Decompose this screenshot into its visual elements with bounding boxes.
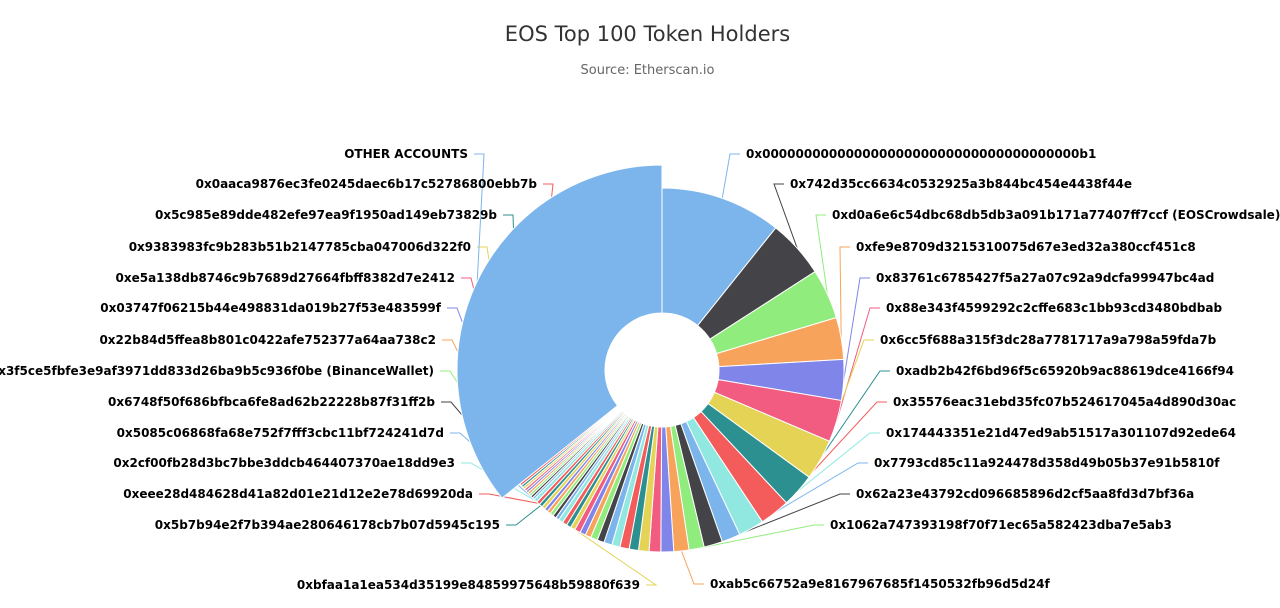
slice-label: 0xab5c66752a9e8167967685f1450532fb96d5d2…: [710, 577, 1050, 591]
connector-line: [506, 505, 541, 526]
slice-label: 0x6cc5f688a315f3dc28a7781717a9a798a59fda…: [880, 333, 1217, 347]
slice-label: 0x03747f06215b44e498831da019b27f53e48359…: [100, 301, 442, 315]
connector-line: [773, 183, 798, 249]
connector-line: [680, 550, 704, 585]
connector-line: [474, 153, 485, 282]
chart-subtitle: Source: Etherscan.io: [580, 63, 715, 78]
connector-line: [843, 277, 870, 381]
slice-label: 0x5085c06868fa68e752f7fff3cbc11bf724241d…: [117, 426, 444, 440]
slice-label: 0x5c985e89dde482efe97ea9f1950ad149eb7382…: [155, 208, 497, 222]
slice-label: 0x174443351e21d47ed9ab51517a301107d92ede…: [886, 426, 1236, 440]
slice-label: 0x35576eac31ebd35fc07b524617045a4d890d30…: [893, 395, 1236, 409]
slice-label: OTHER ACCOUNTS: [344, 147, 468, 161]
connector-line: [721, 153, 740, 199]
slice-label: 0x83761c6785427f5a27a07c92a9dcfa99947bc4…: [876, 271, 1214, 285]
slice-label: 0xeee28d484628d41a82d01e21d12e2e78d69920…: [123, 487, 473, 501]
slice-label: 0x6748f50f686bfbca6fe8ad62b22228b87f31ff…: [108, 395, 435, 409]
connector-line: [713, 493, 850, 546]
chart-title: EOS Top 100 Token Holders: [504, 22, 791, 46]
slice-label: 0x2cf00fb28d3bc7bbe3ddcb464407370ae18dd9…: [113, 456, 455, 470]
slice-label: 0x742d35cc6634c0532925a3b844bc454e4438f4…: [790, 177, 1132, 191]
slice-label: 0x0aaca9876ec3fe0245daec6b17c52786800ebb…: [196, 177, 538, 191]
slice-label: 0xadb2b42f6bd96f5c65920b9ac88619dce4166f…: [896, 364, 1234, 378]
connector-line: [839, 246, 850, 339]
slice-label: 0x00000000000000000000000000000000000000…: [746, 147, 1096, 161]
slice-label: 0x62a23e43792cd096685896d2cf5aa8fd3d7bf3…: [856, 487, 1194, 501]
connector-line: [542, 507, 658, 586]
slice-label: 0x88e343f4599292c2cffe683c1bb93cd3480bdb…: [886, 301, 1222, 315]
slice-label: 0x7793cd85c11a924478d358d49b05b37e91b581…: [874, 456, 1220, 470]
slice-labels: 0x00000000000000000000000000000000000000…: [0, 147, 1280, 592]
slice-label: 0xd0a6e6c54dbc68db5db3a091b171a77407ff7c…: [832, 208, 1280, 222]
slice-label: 0x5b7b94e2f7b394ae280646178cb7b07d5945c1…: [155, 518, 500, 532]
connector-line: [479, 493, 539, 504]
slice-label: 0xfe9e8709d3215310075d67e3ed32a380ccf451…: [856, 240, 1196, 254]
pie-slices: [456, 164, 845, 553]
connector-line: [815, 214, 828, 294]
pie-slice[interactable]: [456, 164, 663, 499]
slice-label: 0xe5a138db8746c9b7689d27664fbff8382d7e24…: [116, 271, 456, 285]
slice-label: 0x1062a747393198f70f71ec65a582423dba7e5a…: [830, 518, 1172, 532]
slice-label: 0x3f5ce5fbfe3e9af3971dd833d26ba9b5c936f0…: [0, 364, 434, 378]
slice-label: 0x9383983fc9b283b51b2147785cba047006d322…: [129, 240, 471, 254]
slice-label: 0x22b84d5ffea8b801c0422afe752377a64aa738…: [99, 333, 436, 347]
slice-label: 0xbfaa1a1ea534d35199e84859975648b59880f6…: [297, 578, 640, 592]
connector-line: [696, 524, 824, 550]
